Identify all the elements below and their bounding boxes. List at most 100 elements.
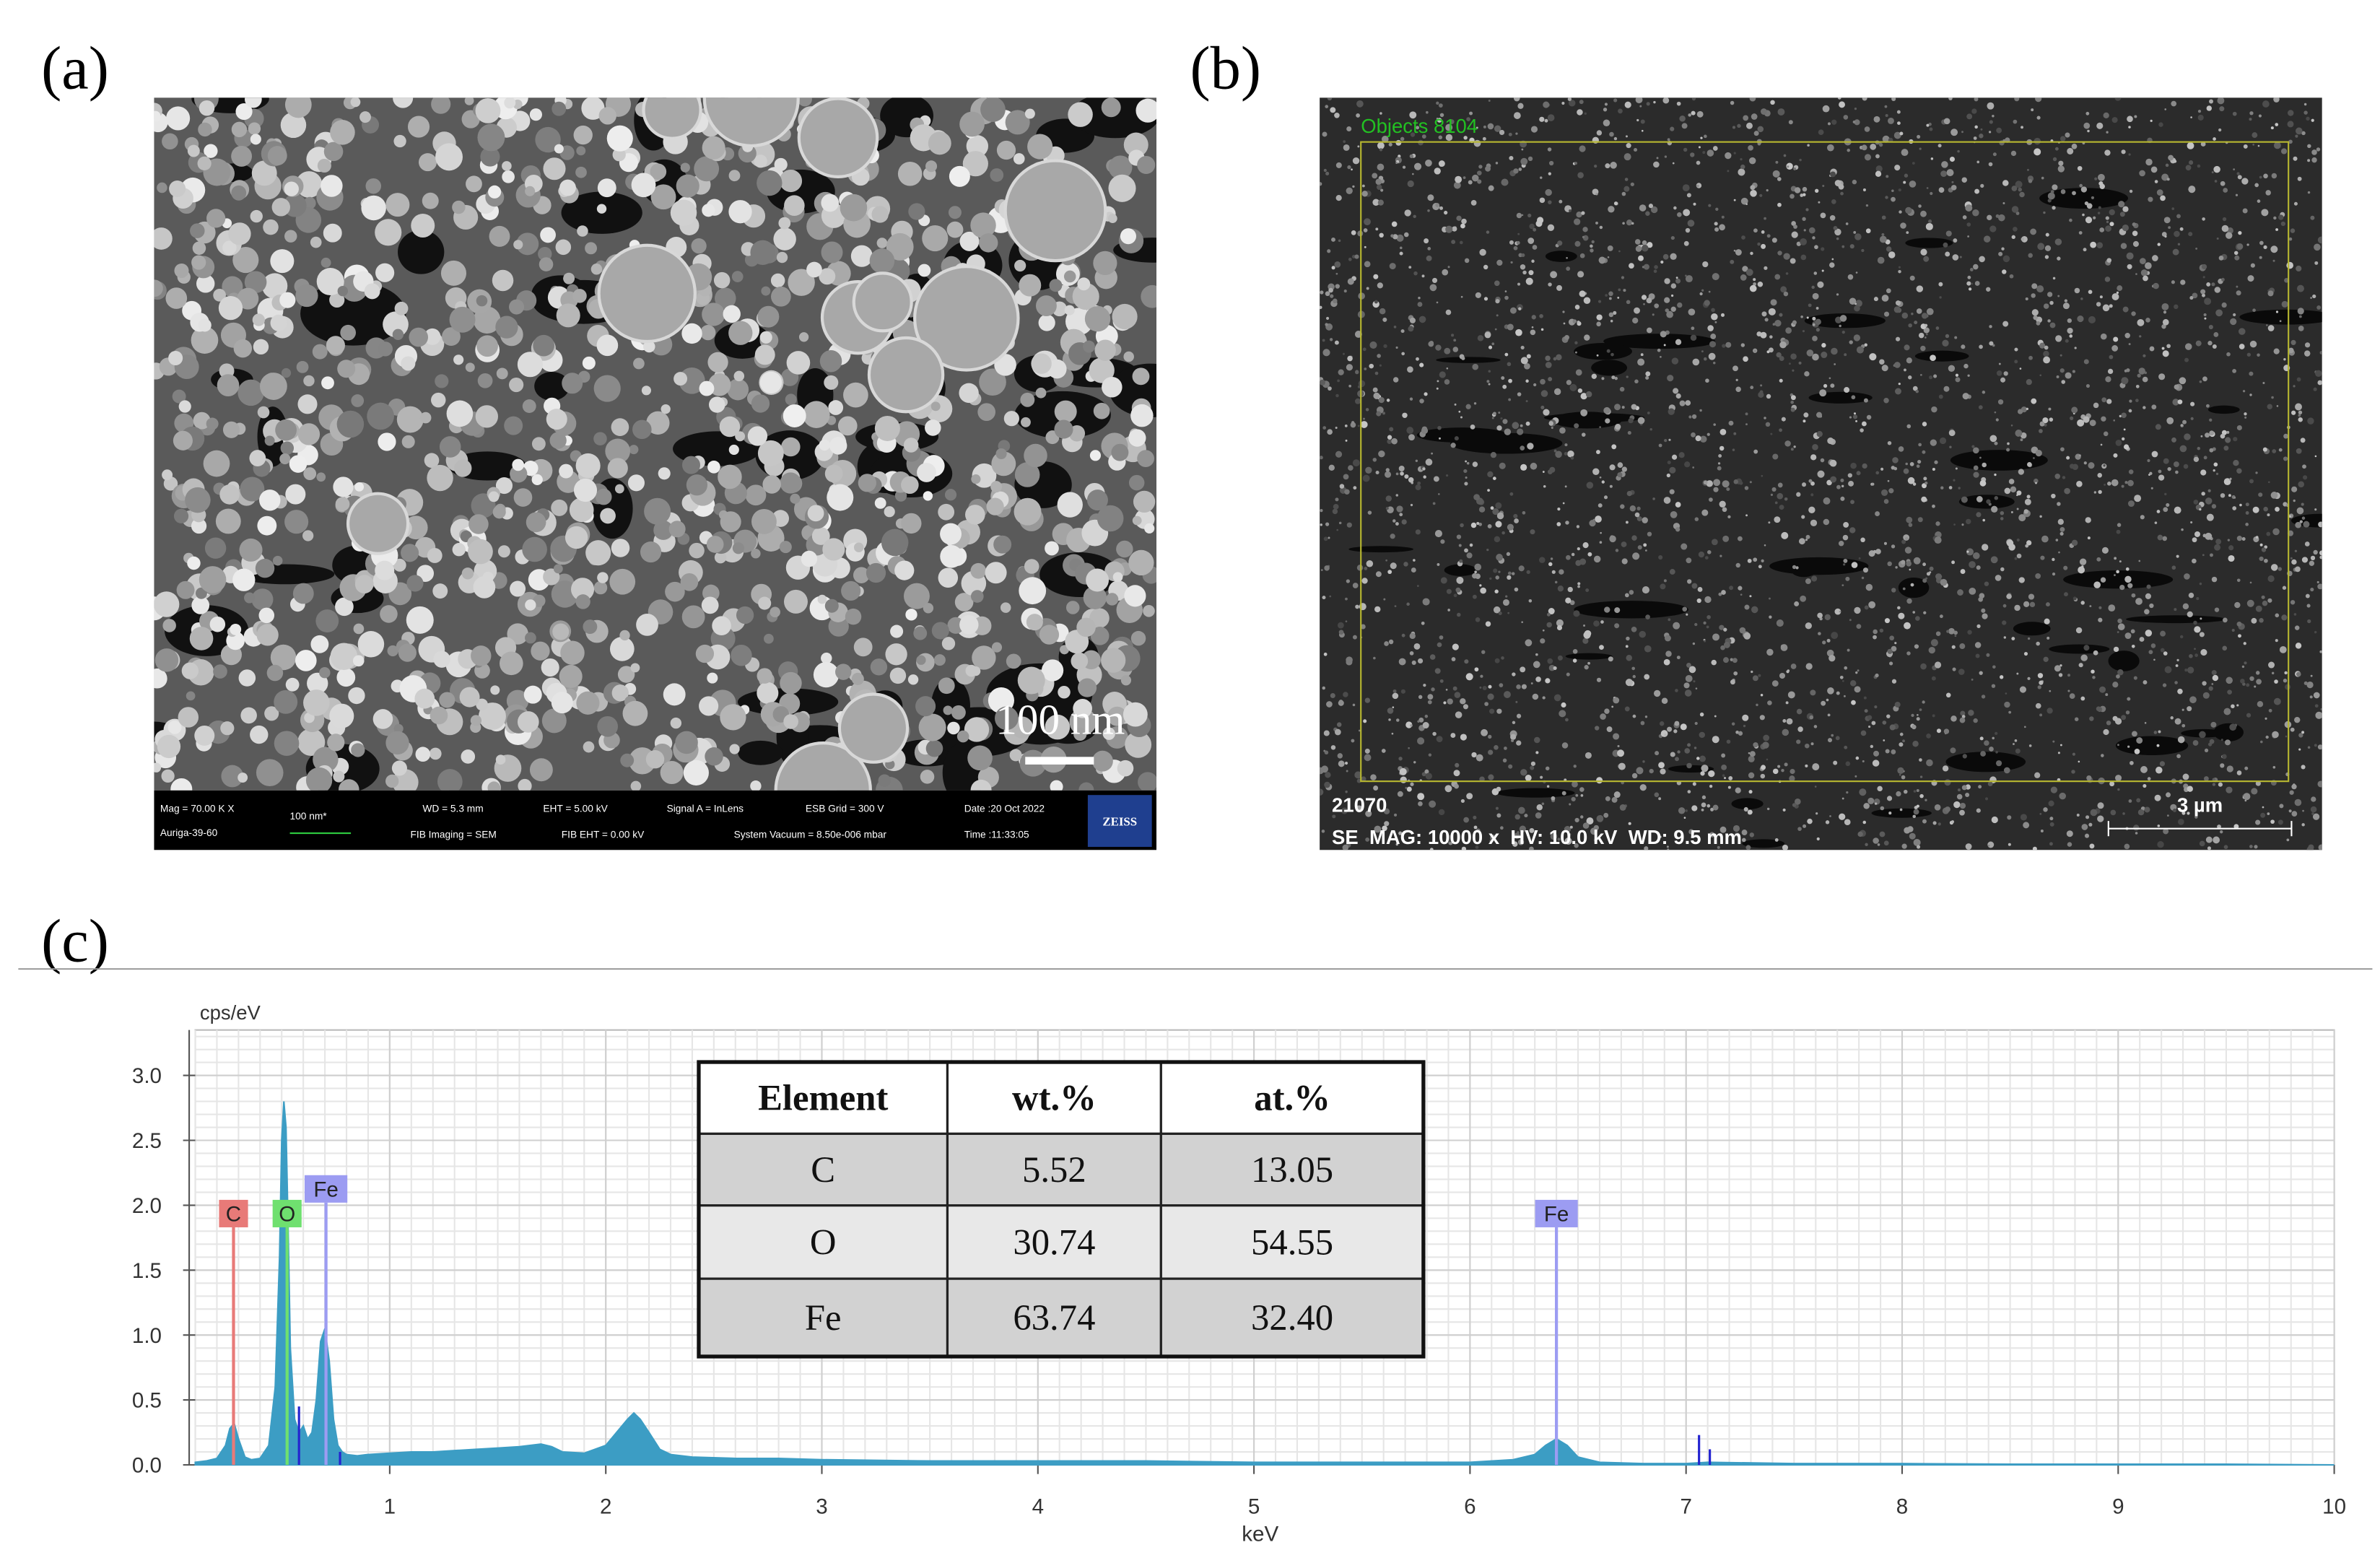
particle (326, 336, 345, 355)
particle (2074, 347, 2077, 349)
particle (1986, 499, 1991, 504)
particle (1613, 310, 1617, 315)
particle (375, 263, 395, 282)
particle (2202, 217, 2205, 221)
particle (1329, 338, 1333, 341)
particle (827, 484, 854, 511)
particle (1940, 578, 1948, 586)
particle (1572, 658, 1577, 663)
particle (2271, 671, 2275, 675)
particle (1805, 764, 1808, 767)
particle (2317, 236, 2322, 244)
particle (1840, 191, 1844, 196)
particle (1521, 214, 1524, 217)
particle (1457, 612, 1461, 617)
particle (2035, 573, 2041, 579)
particle (1682, 184, 1690, 192)
particle (837, 416, 858, 436)
particle (1547, 658, 1553, 664)
particle (2000, 517, 2004, 521)
particle (2190, 417, 2194, 420)
particle (1006, 653, 1021, 669)
particle (1834, 363, 1836, 365)
particle (1732, 126, 1736, 129)
particle (2133, 824, 2140, 831)
logo-text: ZEISS (1102, 814, 1137, 828)
particle (751, 394, 770, 413)
particle (1038, 314, 1055, 331)
particle (1557, 655, 1563, 661)
particle (1618, 288, 1621, 292)
particle (1374, 606, 1381, 613)
particle (2232, 506, 2237, 510)
particle (1991, 505, 1998, 513)
particle (1830, 171, 1836, 178)
particle (297, 423, 321, 445)
particle (1642, 586, 1650, 594)
particle (1337, 722, 1342, 727)
particle (2273, 97, 2280, 103)
particle (1128, 429, 1146, 447)
particle (1433, 476, 1439, 482)
particle (1849, 619, 1852, 622)
particle (1805, 578, 1811, 585)
particle (1827, 122, 1831, 126)
particle (2105, 225, 2111, 232)
particle (1720, 645, 1725, 650)
particle (1668, 618, 1671, 622)
particle (1322, 349, 1330, 357)
particle (167, 721, 182, 734)
particle (2047, 319, 2051, 323)
sphere (1003, 159, 1107, 263)
particle (2080, 696, 2085, 701)
particle (1335, 195, 1342, 201)
particle (1548, 377, 1553, 382)
particle (1459, 240, 1463, 245)
particle (1373, 392, 1380, 399)
particle (1831, 119, 1837, 125)
particle (2026, 407, 2028, 411)
particle (2228, 478, 2231, 481)
particle (1574, 162, 1577, 165)
particle (359, 111, 371, 123)
particle (274, 689, 298, 714)
particle (2005, 692, 2008, 695)
particle (822, 538, 845, 561)
particle (2098, 489, 2102, 495)
particle (2296, 284, 2304, 292)
particle (2057, 165, 2065, 173)
particle (2135, 598, 2143, 605)
particle (1766, 234, 1771, 238)
particle (1875, 165, 1883, 173)
particle (2270, 564, 2278, 571)
particle (1607, 245, 1613, 251)
particle (1409, 397, 1413, 401)
particle (2180, 424, 2184, 427)
particle (1614, 376, 1618, 380)
particle (1815, 812, 1818, 815)
particle (1351, 168, 1353, 171)
particle (585, 242, 598, 255)
particle (1439, 206, 1444, 210)
particle (1806, 316, 1809, 319)
particle (1360, 421, 1368, 428)
particle (1508, 764, 1513, 769)
particle (1909, 180, 1917, 188)
particle (1829, 214, 1836, 221)
particle (1490, 835, 1496, 841)
particle (1692, 358, 1700, 366)
particle (1843, 115, 1849, 120)
particle (2238, 634, 2241, 638)
particle (1379, 308, 1386, 315)
particle (271, 198, 290, 217)
particle (1654, 265, 1658, 269)
particle (1569, 600, 1575, 606)
particle (1929, 566, 1934, 571)
particle (1706, 480, 1713, 487)
particle (2161, 323, 2166, 329)
particle (2114, 574, 2116, 576)
particle (1047, 359, 1067, 379)
particle (1455, 762, 1460, 767)
particle (1995, 575, 2002, 581)
particle (1392, 234, 1398, 240)
